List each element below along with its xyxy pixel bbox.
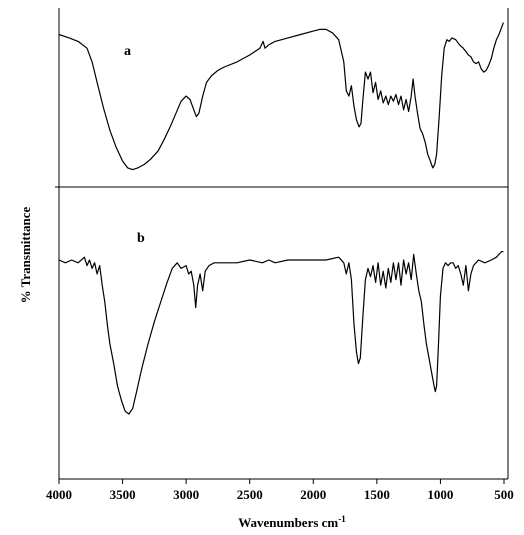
spectra bbox=[58, 22, 504, 415]
x-tick-label: 1500 bbox=[364, 487, 390, 502]
x-axis-title-main: Wavenumbers cm bbox=[238, 515, 338, 530]
x-tick-label: 3500 bbox=[110, 487, 136, 502]
x-tick-label: 3000 bbox=[173, 487, 199, 502]
y-axis-title: % Transmittance bbox=[18, 206, 33, 303]
plot-frame bbox=[55, 8, 509, 480]
x-tick-label: 2000 bbox=[300, 487, 326, 502]
panel-label-b: b bbox=[137, 231, 145, 246]
x-axis-ticks: 4000 3500 3000 2500 2000 1500 1000 500 bbox=[46, 479, 514, 502]
x-tick-label: 1000 bbox=[427, 487, 453, 502]
x-tick-label: 4000 bbox=[46, 487, 72, 502]
spectrum-line-a bbox=[58, 22, 504, 171]
x-axis-title-exponent: -1 bbox=[338, 514, 346, 524]
x-tick-label: 500 bbox=[494, 487, 514, 502]
x-tick-label: 2500 bbox=[237, 487, 263, 502]
panel-labels: ab bbox=[124, 44, 145, 246]
panel-label-a: a bbox=[124, 44, 131, 59]
spectrum-line-b bbox=[58, 251, 504, 415]
x-axis-title: Wavenumbers cm-1 bbox=[238, 514, 346, 530]
